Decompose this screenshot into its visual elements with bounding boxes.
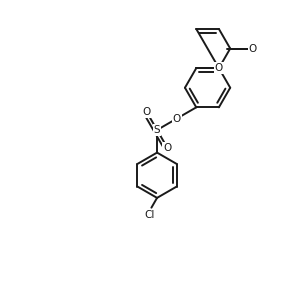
Text: O: O [172, 114, 181, 124]
Text: O: O [163, 143, 171, 153]
Text: O: O [249, 44, 257, 54]
Text: S: S [154, 125, 160, 135]
Text: Cl: Cl [144, 210, 154, 220]
Text: O: O [215, 63, 223, 73]
Text: O: O [143, 107, 151, 117]
